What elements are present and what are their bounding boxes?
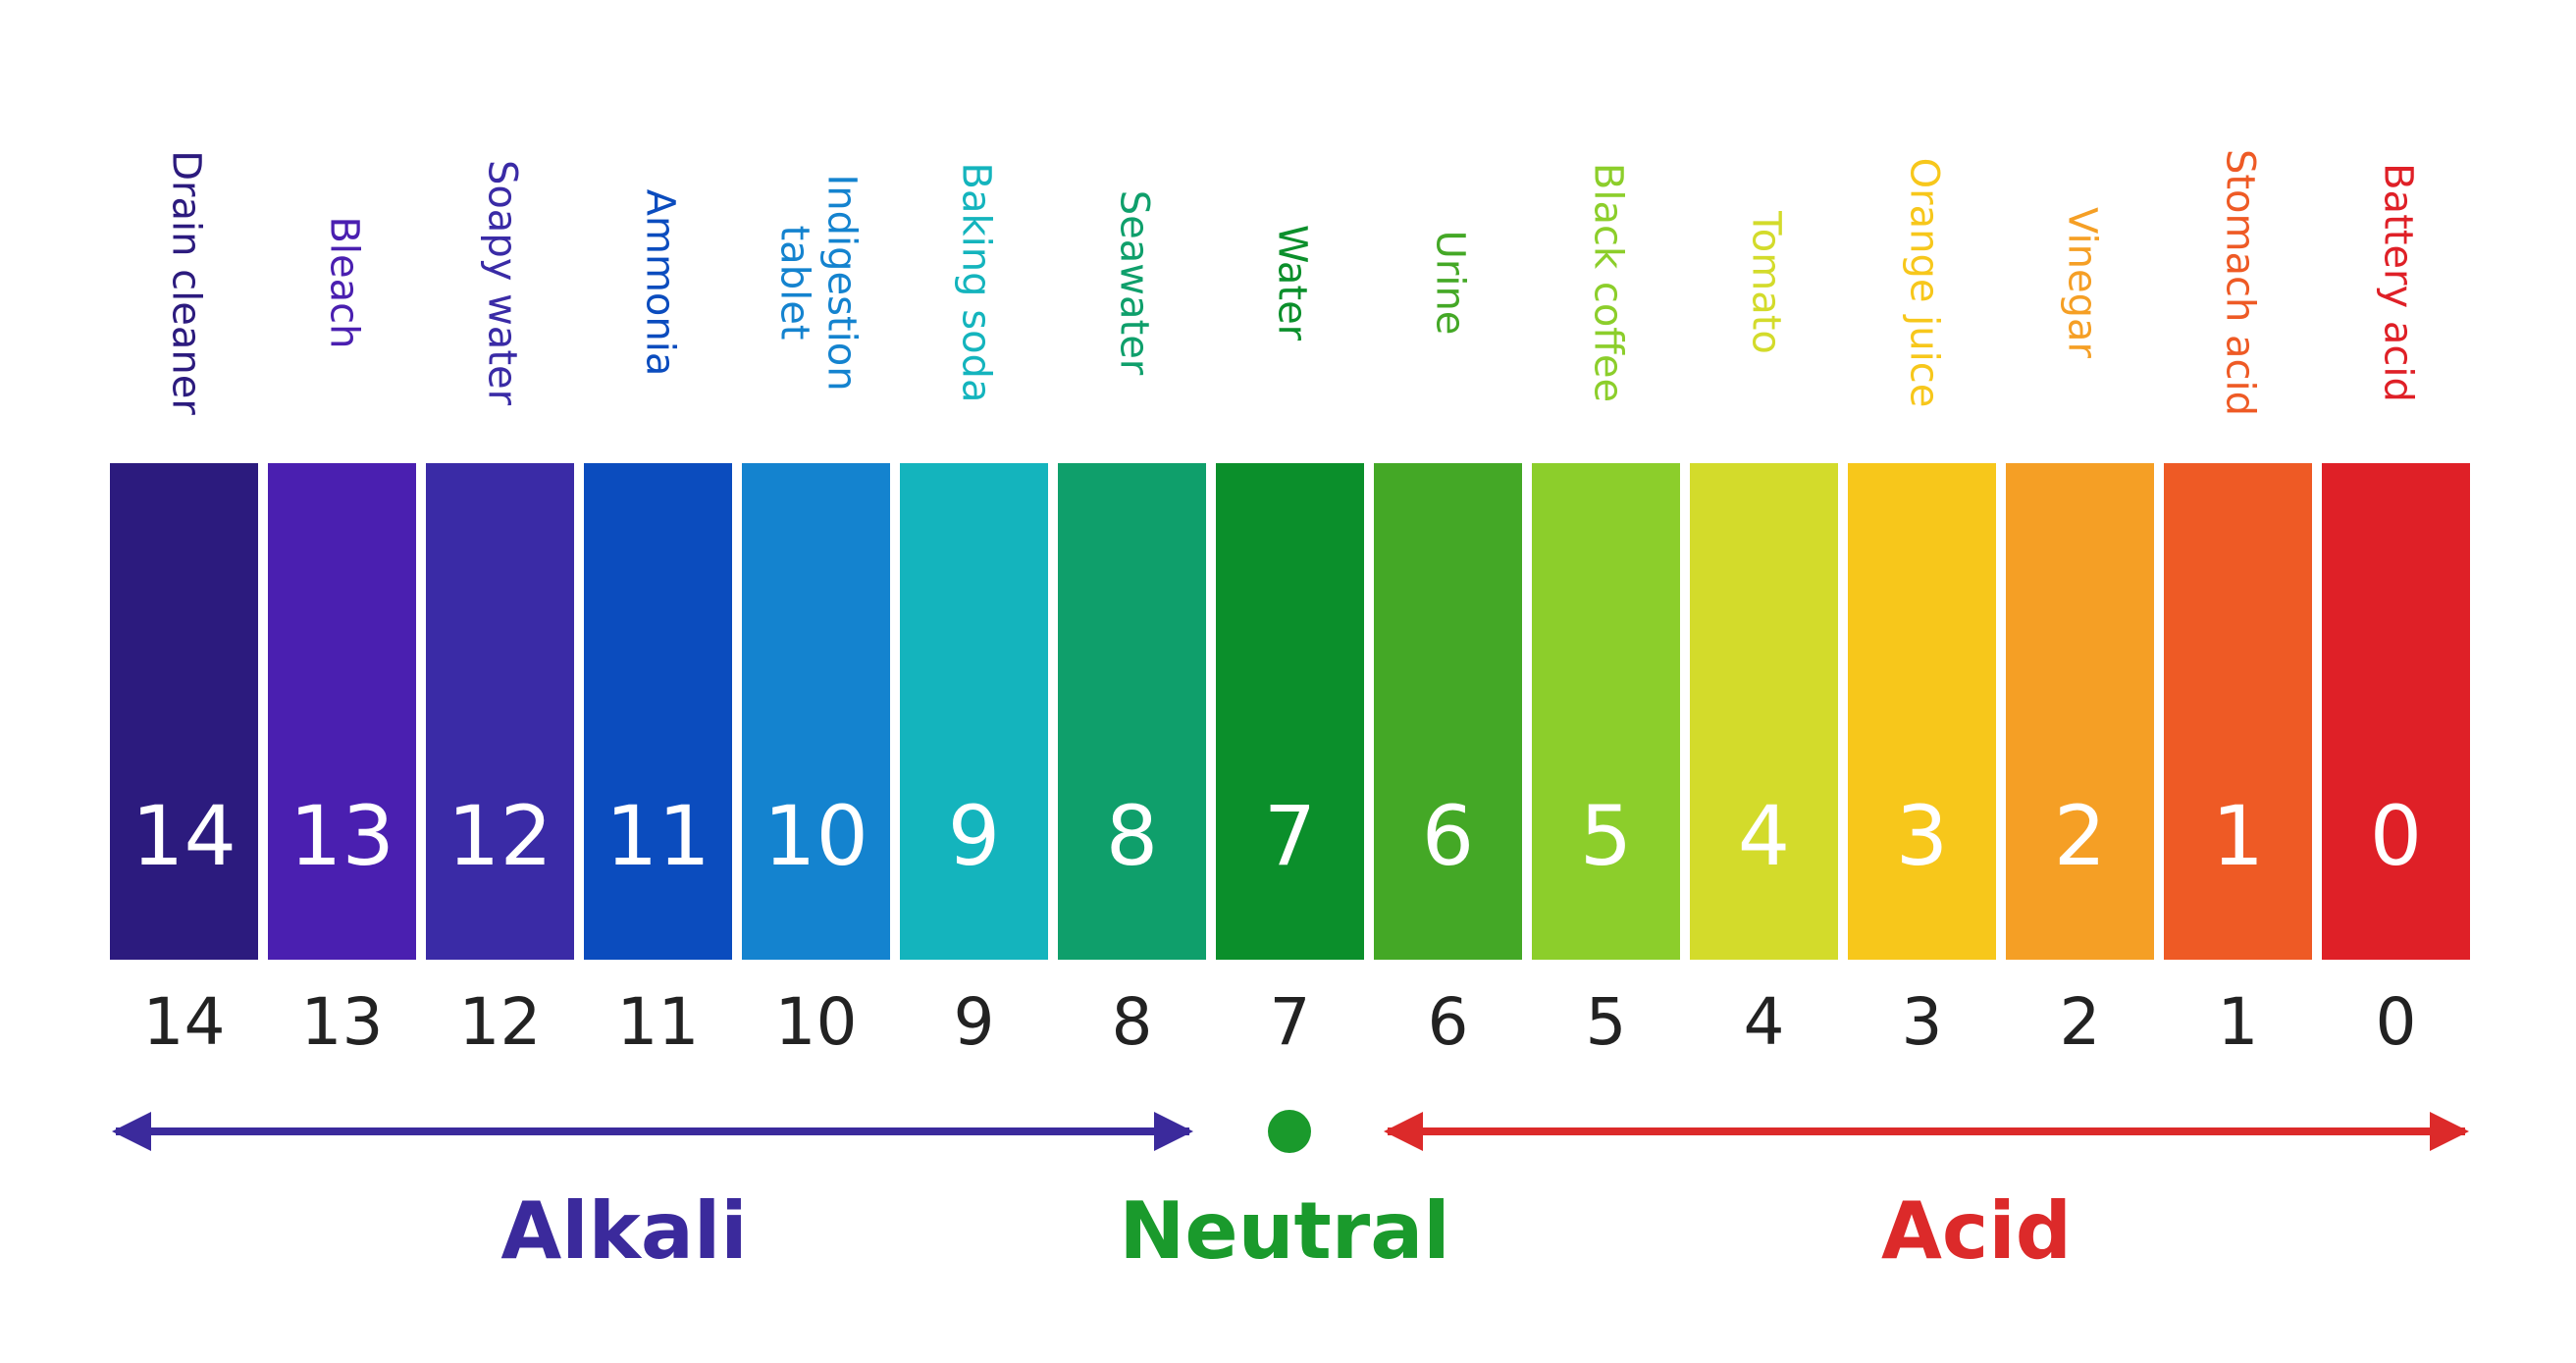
ph-box bbox=[110, 463, 258, 960]
ph-box bbox=[268, 463, 416, 960]
ph-box bbox=[2164, 463, 2312, 960]
ph-number: 6 bbox=[1428, 984, 1469, 1060]
acid-label: Acid bbox=[1881, 1185, 2072, 1277]
substance-label: Drain cleaner bbox=[164, 150, 209, 415]
ph-number: 4 bbox=[1744, 984, 1785, 1060]
substance-label-line: Vinegar bbox=[2060, 207, 2105, 358]
ph-number: 1 bbox=[2218, 984, 2259, 1060]
substance-label-line: Drain cleaner bbox=[164, 150, 209, 415]
substance-label: Water bbox=[1270, 225, 1315, 341]
ph-inner-number: 9 bbox=[948, 788, 1000, 884]
ph-inner-number: 5 bbox=[1580, 788, 1632, 884]
substance-label-line: Tomato bbox=[1744, 210, 1789, 354]
ph-box bbox=[2322, 463, 2470, 960]
ph-box bbox=[742, 463, 890, 960]
ph-box bbox=[426, 463, 574, 960]
substance-label: Battery acid bbox=[2376, 163, 2421, 402]
ph-inner-number: 14 bbox=[131, 788, 237, 884]
substance-label: Stomach acid bbox=[2218, 149, 2263, 416]
substance-label-line: Soapy water bbox=[480, 160, 525, 406]
substance-label-line: Water bbox=[1270, 225, 1315, 341]
ph-inner-number: 6 bbox=[1422, 788, 1474, 884]
substance-label: Tomato bbox=[1744, 210, 1789, 354]
substance-label-line: Battery acid bbox=[2376, 163, 2421, 402]
ph-inner-number: 7 bbox=[1264, 788, 1316, 884]
ph-box bbox=[2006, 463, 2154, 960]
substance-label: Seawater bbox=[1112, 190, 1157, 376]
substance-label-line: tablet bbox=[772, 226, 817, 341]
substance-label: Bleach bbox=[322, 216, 367, 348]
substance-label: Vinegar bbox=[2060, 207, 2105, 358]
alkali-label: Alkali bbox=[500, 1185, 747, 1277]
ph-number: 8 bbox=[1112, 984, 1153, 1060]
ph-number: 13 bbox=[301, 984, 384, 1060]
ph-inner-number: 12 bbox=[447, 788, 552, 884]
ph-inner-number: 4 bbox=[1738, 788, 1790, 884]
ph-inner-number: 1 bbox=[2212, 788, 2264, 884]
ph-inner-number: 8 bbox=[1106, 788, 1158, 884]
substance-label: Black coffee bbox=[1586, 163, 1631, 402]
substance-label-line: Seawater bbox=[1112, 190, 1157, 376]
substance-label-line: Orange juice bbox=[1902, 158, 1947, 408]
ph-number: 14 bbox=[143, 984, 226, 1060]
ph-number: 5 bbox=[1586, 984, 1627, 1060]
substance-label-line: Bleach bbox=[322, 216, 367, 348]
ph-box bbox=[584, 463, 732, 960]
substance-label-line: Baking soda bbox=[954, 163, 999, 403]
ph-inner-number: 10 bbox=[763, 788, 868, 884]
ph-box bbox=[1848, 463, 1996, 960]
ph-box bbox=[1216, 463, 1364, 960]
ph-number: 9 bbox=[954, 984, 995, 1060]
ph-inner-number: 0 bbox=[2370, 788, 2422, 884]
ph-box bbox=[1532, 463, 1680, 960]
ph-inner-number: 11 bbox=[605, 788, 710, 884]
substance-label: Soapy water bbox=[480, 160, 525, 406]
ph-number: 0 bbox=[2376, 984, 2417, 1060]
substance-label: Indigestiontablet bbox=[772, 174, 865, 391]
ph-inner-number: 3 bbox=[1896, 788, 1948, 884]
substance-label: Baking soda bbox=[954, 163, 999, 403]
substance-label: Orange juice bbox=[1902, 158, 1947, 408]
ph-box bbox=[1374, 463, 1522, 960]
substance-label-line: Black coffee bbox=[1586, 163, 1631, 402]
ph-number: 11 bbox=[617, 984, 700, 1060]
ph-number: 7 bbox=[1270, 984, 1311, 1060]
substance-label: Urine bbox=[1428, 231, 1473, 336]
ph-number: 10 bbox=[775, 984, 858, 1060]
substance-label-line: Ammonia bbox=[638, 189, 683, 377]
ph-box bbox=[1690, 463, 1838, 960]
ph-inner-number: 13 bbox=[289, 788, 394, 884]
ph-box bbox=[1058, 463, 1206, 960]
substance-label-line: Indigestion bbox=[819, 174, 865, 391]
neutral-label: Neutral bbox=[1119, 1185, 1449, 1277]
ph-number: 12 bbox=[459, 984, 542, 1060]
substance-label: Ammonia bbox=[638, 189, 683, 377]
substance-label-line: Stomach acid bbox=[2218, 149, 2263, 416]
substance-label-line: Urine bbox=[1428, 231, 1473, 336]
ph-number: 2 bbox=[2060, 984, 2101, 1060]
ph-inner-number: 2 bbox=[2054, 788, 2106, 884]
ph-box bbox=[900, 463, 1048, 960]
ph-number: 3 bbox=[1902, 984, 1943, 1060]
neutral-dot bbox=[1268, 1110, 1311, 1153]
